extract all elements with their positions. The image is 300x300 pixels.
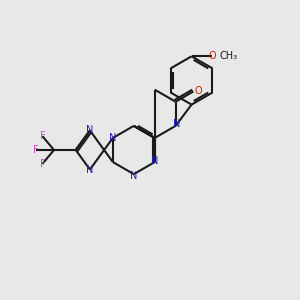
Text: F: F [40, 159, 45, 169]
Text: O: O [208, 51, 216, 61]
Text: N: N [109, 133, 117, 143]
Text: N: N [130, 171, 137, 181]
Text: N: N [151, 156, 158, 166]
Text: F: F [40, 131, 45, 141]
Text: N: N [173, 119, 181, 129]
Text: O: O [195, 86, 202, 96]
Text: N: N [86, 164, 94, 175]
Text: F: F [33, 145, 39, 155]
Text: N: N [86, 125, 94, 136]
Text: CH₃: CH₃ [219, 51, 237, 61]
